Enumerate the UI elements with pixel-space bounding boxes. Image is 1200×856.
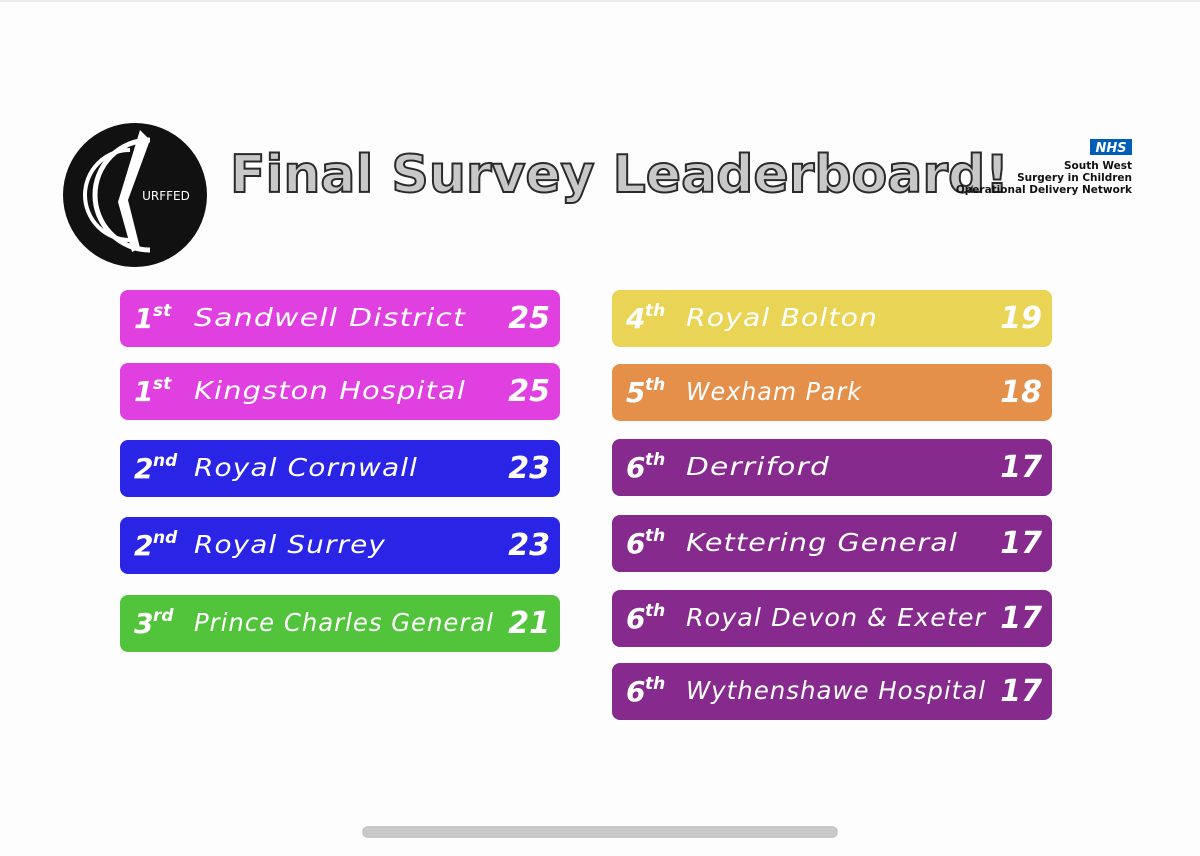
entry-rank: 4 (625, 302, 645, 335)
entry-card (120, 363, 560, 420)
nhs-badge (1090, 139, 1132, 155)
entry-name: Royal Devon & Exeter (686, 603, 987, 632)
logo-figure (118, 130, 150, 252)
entry-rank: 3 (134, 607, 153, 640)
entry-card (120, 595, 560, 652)
entry-name: Kingston Hospital (194, 376, 466, 405)
entry-score: 18 (1000, 375, 1042, 410)
entry-rank-suffix: th (645, 526, 665, 546)
entry-name: Royal Bolton (686, 303, 878, 332)
entry-score: 17 (1000, 601, 1042, 636)
entry-name: Derriford (686, 452, 830, 481)
entry-rank-suffix: th (645, 674, 665, 694)
title: Final Survey Leaderboard! (230, 145, 1009, 205)
entry-card (612, 663, 1052, 720)
entry-card (612, 364, 1052, 421)
entry-rank: 6 (626, 451, 645, 484)
entry-rank: 5 (626, 376, 645, 409)
entry-card (612, 290, 1052, 347)
entry-card (612, 515, 1052, 572)
nhs-logo: NHS South West Surgery in Children Opera… (956, 139, 1133, 196)
entry-name: Royal Surrey (194, 530, 386, 559)
entry-rank: 6 (626, 675, 645, 708)
entry-score: 17 (1000, 450, 1042, 485)
entry-rank-suffix: nd (153, 528, 178, 548)
entry-card (120, 440, 560, 497)
entry-rank-suffix: th (645, 375, 665, 395)
entry-card (120, 290, 560, 347)
entry-name: Wythenshawe Hospital (686, 676, 986, 705)
logo-c (92, 137, 151, 253)
entry-rank: 6 (626, 527, 645, 560)
logo: URFFED (63, 123, 207, 267)
entry-rank: 2 (134, 452, 153, 485)
nhs-badge-text: NHS (1095, 141, 1126, 156)
logo-c-inner (83, 148, 131, 242)
entry-score: 23 (508, 528, 550, 563)
entry-name: Kettering General (686, 528, 958, 557)
nhs-line: Surgery in Children (1017, 172, 1132, 184)
entry-rank-suffix: th (645, 450, 665, 470)
entry-name: Wexham Park (686, 377, 862, 406)
entry-card (612, 590, 1052, 647)
entry-rank-suffix: th (645, 601, 665, 621)
nhs-line: South West (1064, 160, 1132, 172)
entry-rank-suffix: st (153, 374, 172, 394)
entry-rank-suffix: rd (153, 606, 174, 626)
entry-score: 17 (1000, 526, 1042, 561)
entry-score: 21 (508, 606, 550, 641)
logo-text: URFFED (142, 189, 190, 203)
entry-score: 19 (1000, 301, 1042, 336)
entry-score: 17 (1000, 674, 1042, 709)
entry-rank: 6 (626, 602, 645, 635)
entry-rank-suffix: nd (153, 451, 178, 471)
home-indicator (362, 826, 838, 838)
entry-rank-suffix: st (153, 301, 172, 321)
entry-rank: 1 (134, 375, 153, 408)
entry-card (612, 439, 1052, 496)
entry-name: Royal Cornwall (194, 453, 418, 482)
entry-score: 25 (508, 374, 550, 409)
entry-rank: 2 (134, 529, 153, 562)
entry-rank: 1 (134, 302, 153, 335)
entry-card (120, 517, 560, 574)
entry-rank-suffix: th (645, 301, 665, 321)
entry-name: Sandwell District (194, 303, 466, 332)
logo-circle (63, 123, 207, 267)
nhs-line: Operational Delivery Network (956, 184, 1133, 196)
entry-score: 23 (508, 451, 550, 486)
entry-score: 25 (508, 301, 550, 336)
entry-name: Prince Charles General (194, 608, 494, 637)
